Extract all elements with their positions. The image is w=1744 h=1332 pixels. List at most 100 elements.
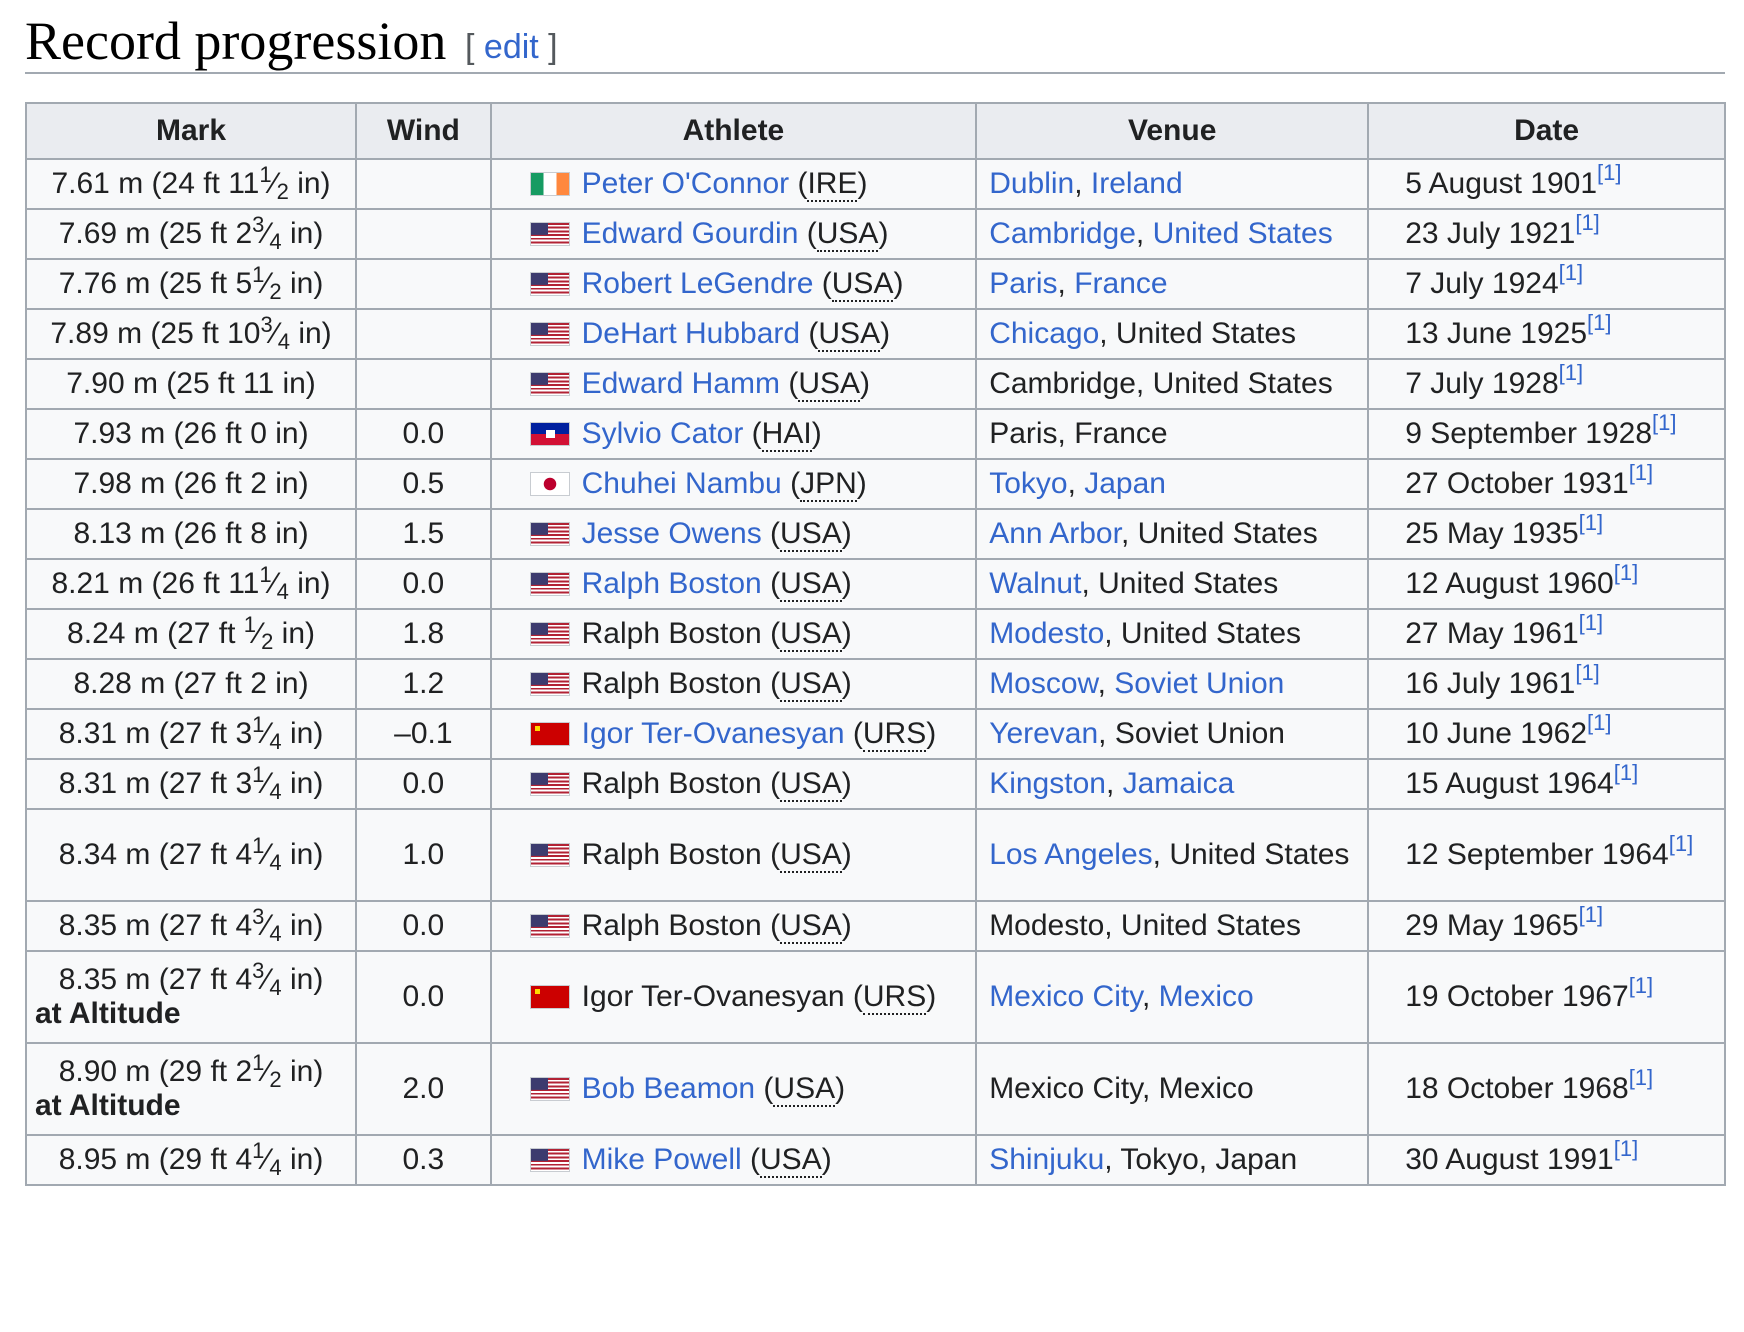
athlete-cell: Ralph Boston (USA)	[489, 758, 978, 810]
venue-link[interactable]: Modesto	[989, 617, 1105, 650]
venue-link[interactable]: Tokyo	[989, 467, 1068, 500]
athlete-name[interactable]: Robert LeGendre	[581, 267, 814, 300]
noc-code[interactable]: USA	[818, 317, 881, 352]
venue-link[interactable]: Dublin	[989, 167, 1075, 200]
venue-link[interactable]: Paris	[989, 267, 1058, 300]
reference-link[interactable]: [1]	[1575, 660, 1600, 685]
reference-link[interactable]: [1]	[1578, 902, 1604, 927]
noc-code[interactable]: USA	[780, 767, 842, 802]
athlete-name[interactable]: Chuhei Nambu	[581, 467, 782, 500]
noc-code[interactable]: USA	[773, 1072, 836, 1107]
noc-code[interactable]: IRE	[807, 167, 858, 202]
reference-link[interactable]: [1]	[1558, 260, 1584, 285]
reference-link[interactable]: [1]	[1628, 973, 1654, 998]
noc-code[interactable]: URS	[862, 980, 927, 1015]
athlete-cell: Bob Beamon (USA)	[489, 1042, 978, 1136]
venue-link[interactable]: Walnut	[989, 567, 1082, 600]
venue-link[interactable]: Ann Arbor	[989, 517, 1121, 550]
column-header-mark[interactable]: Mark	[24, 102, 358, 160]
wind-cell: 0.5	[355, 458, 492, 510]
athlete-name[interactable]: DeHart Hubbard	[581, 317, 801, 350]
athlete-cell: Jesse Owens (USA)	[489, 508, 978, 560]
reference-link[interactable]: [1]	[1652, 410, 1677, 435]
venue-link[interactable]: Los Angeles	[989, 838, 1153, 871]
mark-value: 7.89 m (25 ft 103⁄4 in)	[50, 312, 332, 354]
venue-cell: Moscow, Soviet Union	[975, 658, 1370, 710]
reference-link[interactable]: [1]	[1613, 1136, 1639, 1161]
mark-text: 8.31 m (27 ft 3	[58, 767, 253, 800]
athlete-cell: Igor Ter-Ovanesyan (URS)	[489, 708, 978, 760]
reference-link[interactable]: [1]	[1597, 160, 1622, 185]
wind-cell: 0.0	[355, 900, 492, 952]
venue-link[interactable]: Cambridge	[989, 217, 1136, 250]
reference-link[interactable]: [1]	[1578, 610, 1604, 635]
reference-link[interactable]: [1]	[1628, 1065, 1654, 1090]
noc-code[interactable]: HAI	[761, 417, 812, 452]
venue-link[interactable]: Kingston	[989, 767, 1106, 800]
noc-code[interactable]: JPN	[800, 467, 857, 502]
noc-code[interactable]: USA	[780, 838, 842, 873]
athlete-name[interactable]: Bob Beamon	[581, 1072, 756, 1105]
reference-link[interactable]: [1]	[1558, 360, 1584, 385]
reference-link[interactable]: [1]	[1578, 510, 1604, 535]
venue-link[interactable]: Yerevan	[989, 717, 1099, 750]
athlete-cell: Edward Gourdin (USA)	[489, 208, 978, 260]
edit-close-bracket: ]	[538, 28, 558, 66]
noc-code[interactable]: USA	[780, 617, 842, 652]
mark-unit: in)	[273, 617, 315, 650]
date-cell: 13 June 1925[1]	[1367, 308, 1726, 360]
reference-link[interactable]: [1]	[1668, 831, 1694, 856]
reference-link[interactable]: [1]	[1628, 460, 1654, 485]
athlete-name[interactable]: Ralph Boston	[581, 567, 762, 600]
athlete-name[interactable]: Peter O'Connor	[581, 167, 790, 200]
noc-code[interactable]: USA	[798, 367, 861, 402]
venue-link[interactable]: Ireland	[1090, 167, 1183, 200]
venue-link[interactable]: Moscow	[989, 667, 1098, 700]
mark-value: 7.93 m (26 ft 0 in)	[73, 417, 308, 450]
flag-usa-icon	[529, 572, 570, 596]
venue-link[interactable]: Jamaica	[1122, 767, 1235, 800]
column-header-wind[interactable]: Wind	[355, 102, 492, 160]
venue-text: , United States	[1099, 317, 1297, 350]
mark-fraction-denominator: 2	[276, 179, 289, 204]
athlete-name[interactable]: Jesse Owens	[581, 517, 762, 550]
athlete-name[interactable]: Sylvio Cator	[581, 417, 744, 450]
noc-code[interactable]: USA	[780, 909, 842, 944]
athlete-name[interactable]: Mike Powell	[581, 1143, 742, 1176]
noc-code[interactable]: USA	[780, 667, 842, 702]
column-header-athlete[interactable]: Athlete	[489, 102, 978, 160]
reference-link[interactable]: [1]	[1613, 760, 1639, 785]
athlete-name[interactable]: Igor Ter-Ovanesyan	[581, 717, 845, 750]
reference-link[interactable]: [1]	[1575, 210, 1600, 235]
venue-link[interactable]: France	[1074, 267, 1168, 300]
noc-code[interactable]: USA	[780, 567, 842, 602]
venue-link[interactable]: Mexico City	[989, 980, 1142, 1013]
reference-link[interactable]: [1]	[1587, 310, 1612, 335]
reference-link[interactable]: [1]	[1613, 560, 1639, 585]
venue-link[interactable]: United States	[1152, 217, 1333, 250]
wind-cell: 1.5	[355, 508, 492, 560]
reference-link[interactable]: [1]	[1587, 710, 1612, 735]
noc-code[interactable]: USA	[831, 267, 894, 302]
venue-link[interactable]: Japan	[1084, 467, 1166, 500]
venue-link[interactable]: Mexico	[1158, 980, 1254, 1013]
column-header-date[interactable]: Date	[1367, 102, 1726, 160]
record-date: 5 August 1901	[1405, 167, 1598, 200]
wind-cell: 0.0	[355, 758, 492, 810]
edit-link[interactable]: edit	[483, 28, 539, 66]
noc-code[interactable]: USA	[816, 217, 879, 252]
athlete-name[interactable]: Edward Gourdin	[581, 217, 799, 250]
venue-link[interactable]: Shinjuku	[989, 1143, 1105, 1176]
record-date: 30 August 1991	[1405, 1143, 1614, 1176]
noc-code[interactable]: USA	[780, 517, 842, 552]
mark-text: 8.35 m (27 ft 4	[58, 963, 253, 996]
noc-code[interactable]: URS	[862, 717, 927, 752]
table-row: 8.35 m (27 ft 43⁄4 in) 0.0 Ralph Boston (U…	[24, 900, 1726, 952]
venue-link[interactable]: Chicago	[989, 317, 1100, 350]
edit-section: [ edit ]	[465, 28, 558, 67]
athlete-name[interactable]: Edward Hamm	[581, 367, 781, 400]
column-header-venue[interactable]: Venue	[975, 102, 1370, 160]
flag-usa-icon	[529, 372, 570, 396]
venue-link[interactable]: Soviet Union	[1114, 667, 1285, 700]
noc-code[interactable]: USA	[760, 1143, 822, 1178]
